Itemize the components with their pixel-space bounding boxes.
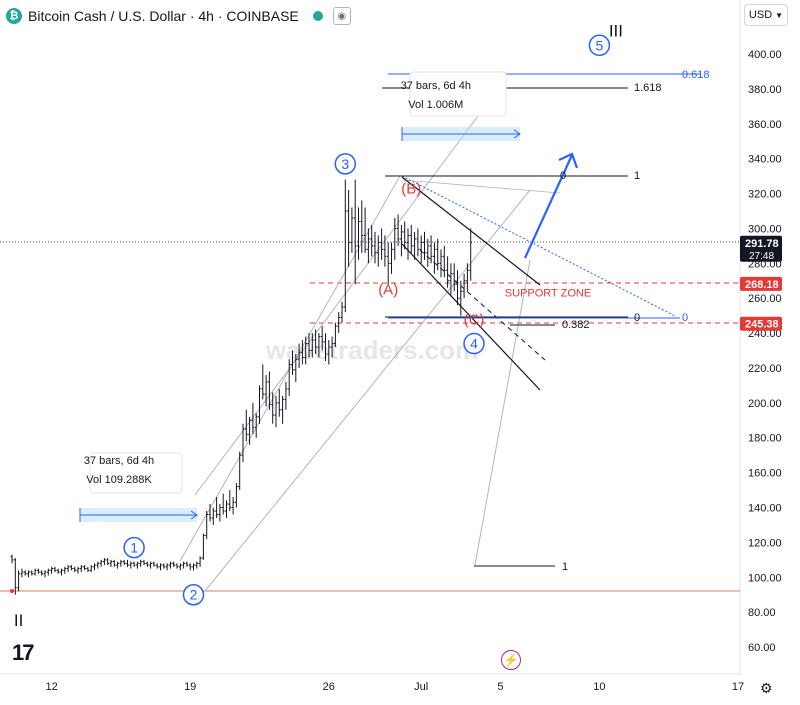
price-badge-countdown: 27:48 bbox=[749, 251, 774, 262]
wave-label-text: (B) bbox=[401, 181, 421, 198]
fib-level-label: 0.618 bbox=[682, 69, 710, 81]
wave-label-text: 4 bbox=[470, 336, 478, 352]
fib-level-label: 0 bbox=[682, 312, 688, 324]
lightning-icon[interactable]: ⚡ bbox=[501, 650, 521, 670]
price-tick-label: 260.00 bbox=[748, 293, 782, 305]
tradingview-logo-icon: 17 bbox=[12, 640, 35, 665]
currency-button[interactable]: USD ▼ bbox=[744, 4, 788, 26]
time-tick-label: 26 bbox=[323, 681, 335, 693]
projection-arrow-line bbox=[523, 154, 574, 259]
chart-header: ₿ Bitcoin Cash / U.S. Dollar · 4h · COIN… bbox=[6, 6, 351, 26]
time-tick-label: 5 bbox=[497, 681, 503, 693]
watermark-text: wavetraders.com bbox=[265, 335, 478, 365]
price-badge-label: 268.18 bbox=[745, 279, 779, 291]
fib-level-label: 1.618 bbox=[634, 82, 662, 94]
wave-label-text: 3 bbox=[341, 156, 349, 172]
annotation-text: Vol 1.006M bbox=[408, 99, 463, 111]
annotation-text: 37 bars, 6d 4h bbox=[84, 455, 154, 467]
wave-label-circle bbox=[123, 536, 145, 559]
time-tick-label: 19 bbox=[184, 681, 196, 693]
wave-label-circle bbox=[588, 34, 611, 57]
time-tick-label: Jul bbox=[414, 681, 428, 693]
wave-label-text: 1 bbox=[130, 540, 138, 556]
fib-level-label: 0 bbox=[560, 170, 566, 182]
wave-label-text: (A) bbox=[378, 282, 398, 299]
price-tick-label: 100.00 bbox=[748, 572, 782, 584]
price-tick-label: 300.00 bbox=[748, 223, 782, 235]
eye-icon[interactable]: ◉ bbox=[332, 7, 351, 25]
price-tick-label: 80.00 bbox=[748, 607, 776, 619]
degree-label-text: III bbox=[609, 22, 623, 41]
wave-two-marker-dot bbox=[10, 589, 14, 593]
triangle-dotted-line bbox=[401, 175, 676, 317]
time-tick-label: 10 bbox=[593, 681, 605, 693]
price-tick-label: 380.00 bbox=[748, 84, 782, 96]
price-tick-label: 140.00 bbox=[748, 503, 782, 515]
wave-label-circle bbox=[334, 153, 357, 175]
fib-level-label: 0 bbox=[634, 312, 640, 324]
price-tick-label: 180.00 bbox=[748, 433, 782, 445]
projection-arrowhead bbox=[558, 152, 579, 169]
symbol-title[interactable]: Bitcoin Cash / U.S. Dollar · 4h · COINBA… bbox=[28, 8, 299, 24]
impulse-channel-lower bbox=[204, 189, 531, 592]
price-tick-label: 220.00 bbox=[748, 363, 782, 375]
wave-label-text: (C) bbox=[464, 311, 485, 328]
price-axis-bg bbox=[740, 0, 800, 700]
price-tick-label: 240.00 bbox=[748, 328, 782, 340]
price-tick-label: 360.00 bbox=[748, 119, 782, 131]
price-tick-label: 60.00 bbox=[748, 642, 776, 654]
fib-level-label: 1 bbox=[634, 170, 640, 182]
wave-label-circle bbox=[182, 583, 205, 606]
wave-label-circle bbox=[463, 332, 485, 355]
currency-label: USD bbox=[748, 9, 773, 21]
annotation-text: SUPPORT ZONE bbox=[505, 287, 591, 299]
price-tick-label: 200.00 bbox=[748, 398, 782, 410]
bitcoin-cash-icon: ₿ bbox=[6, 8, 22, 24]
price-tick-label: 400.00 bbox=[748, 49, 782, 61]
price-tick-label: 120.00 bbox=[748, 537, 782, 549]
price-badge bbox=[740, 316, 782, 331]
trend-guide-line bbox=[401, 179, 561, 194]
annotation-text: 37 bars, 6d 4h bbox=[401, 80, 471, 92]
price-tick-label: 160.00 bbox=[748, 468, 782, 480]
fib-level-label: 1 bbox=[562, 561, 568, 573]
gear-icon[interactable]: ⚙ bbox=[760, 680, 773, 696]
price-badge-label: 291.78 bbox=[745, 238, 779, 250]
price-tick-label: 340.00 bbox=[748, 154, 782, 166]
price-badge bbox=[740, 235, 782, 262]
drawings-layer bbox=[0, 71, 740, 592]
measure-arrowhead-2 bbox=[513, 129, 521, 139]
measure-label-box-2 bbox=[409, 71, 507, 117]
price-badge-label: 245.38 bbox=[745, 319, 779, 331]
time-tick-label: 12 bbox=[45, 681, 57, 693]
price-badge bbox=[740, 276, 782, 291]
time-tick-label: 17 bbox=[732, 681, 744, 693]
chevron-down-icon: ▼ bbox=[775, 10, 784, 20]
fib-level-label: 0.382 bbox=[562, 319, 590, 331]
wave-label-text: 2 bbox=[190, 587, 198, 603]
measure-arrowhead-1 bbox=[190, 510, 198, 520]
market-open-dot-icon bbox=[312, 11, 323, 21]
projection-line bbox=[474, 259, 531, 566]
candles-layer bbox=[10, 179, 473, 595]
measure-label-box-1 bbox=[89, 452, 183, 494]
wave-label-text: 5 bbox=[596, 37, 604, 53]
annotation-text: Vol 109.288K bbox=[86, 474, 152, 486]
price-tick-label: 320.00 bbox=[748, 189, 782, 201]
degree-label-text: II bbox=[14, 611, 23, 630]
